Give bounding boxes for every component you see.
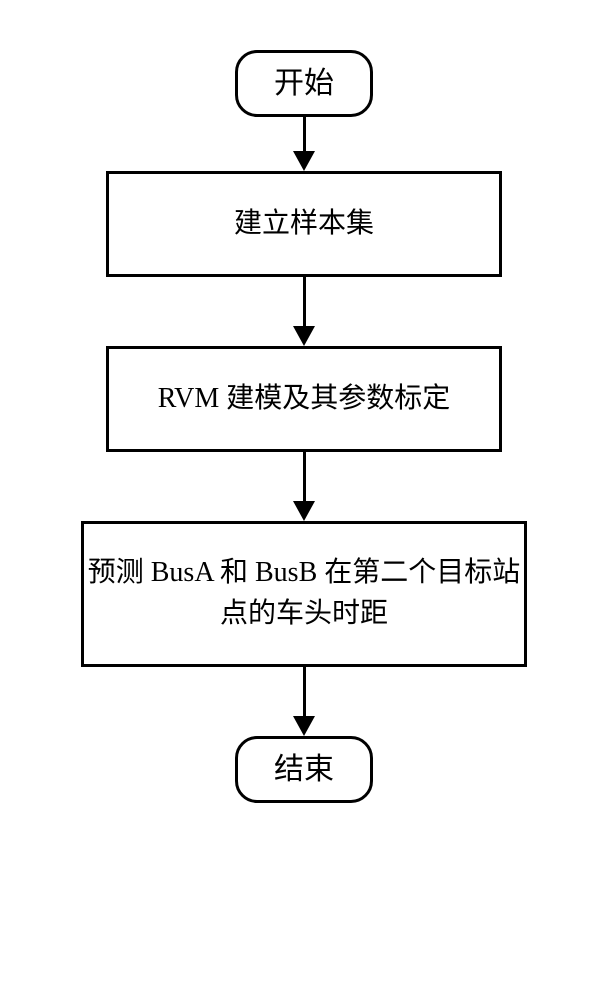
end-label: 结束 bbox=[274, 753, 334, 786]
arrow-step3-to-end bbox=[293, 667, 315, 736]
process-step2: RVM 建模及其参数标定 bbox=[106, 346, 502, 452]
step1-label: 建立样本集 bbox=[234, 204, 374, 245]
process-step3: 预测 BusA 和 BusB 在第二个目标站点的车头时距 bbox=[81, 521, 527, 667]
arrow-head-icon bbox=[293, 326, 315, 346]
flowchart-container: 开始 建立样本集 RVM 建模及其参数标定 预测 BusA 和 BusB 在第二… bbox=[0, 0, 608, 863]
arrow-stem bbox=[303, 277, 306, 327]
process-step1: 建立样本集 bbox=[106, 171, 502, 277]
step2-label: RVM 建模及其参数标定 bbox=[158, 379, 451, 420]
end-node: 结束 bbox=[235, 736, 373, 803]
arrow-stem bbox=[303, 452, 306, 502]
step3-label: 预测 BusA 和 BusB 在第二个目标站点的车头时距 bbox=[84, 553, 524, 634]
arrow-head-icon bbox=[293, 716, 315, 736]
arrow-step2-to-step3 bbox=[293, 452, 315, 521]
arrow-head-icon bbox=[293, 151, 315, 171]
arrow-head-icon bbox=[293, 501, 315, 521]
arrow-start-to-step1 bbox=[293, 117, 315, 171]
arrow-stem bbox=[303, 667, 306, 717]
arrow-stem bbox=[303, 117, 306, 152]
start-label: 开始 bbox=[274, 67, 334, 100]
start-node: 开始 bbox=[235, 50, 373, 117]
arrow-step1-to-step2 bbox=[293, 277, 315, 346]
